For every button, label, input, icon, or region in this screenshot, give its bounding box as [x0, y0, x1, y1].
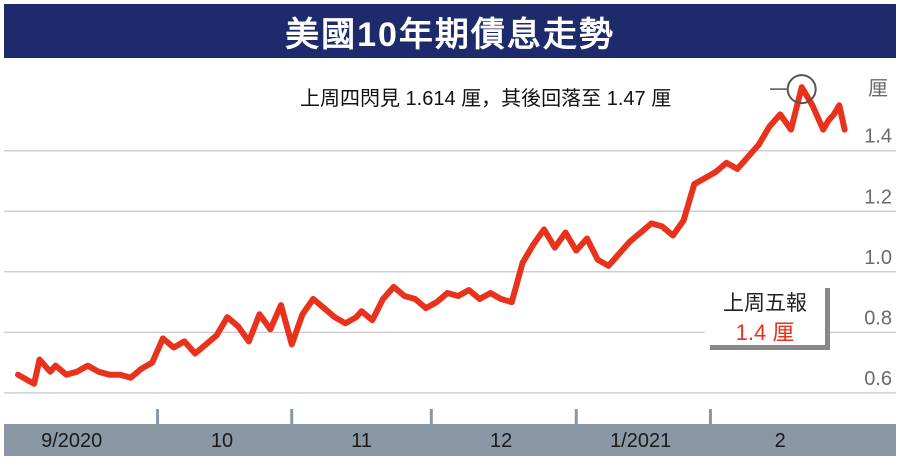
y-tick-label: 0.6	[864, 368, 892, 390]
peak-marker-circle	[786, 74, 817, 105]
callout-label: 上周五報	[723, 292, 807, 315]
series	[15, 84, 848, 387]
x-month-label: 2	[775, 430, 786, 452]
x-month-label: 12	[490, 430, 512, 452]
grid-lines	[4, 149, 896, 394]
y-tick-label: 1.2	[864, 186, 892, 208]
x-month-label: 9/2020	[41, 430, 102, 452]
series-line	[15, 84, 848, 387]
y-tick-label: 1.4	[864, 126, 892, 148]
peak-annotation: 上周四閃見 1.614 厘，其後回落至 1.47 厘	[300, 88, 672, 110]
latest-value-callout: 上周五報 1.4 厘	[705, 283, 825, 345]
x-month-label: 1/2021	[610, 430, 671, 452]
chart-title: 美國10年期債息走勢	[285, 15, 615, 54]
x-axis-bar	[4, 424, 896, 456]
y-tick-label: 0.8	[864, 307, 892, 329]
unit-label: 厘	[868, 78, 888, 100]
y-axis-ticks: 0.6 0.8 1.0 1.2 1.4	[864, 126, 892, 390]
x-month-label: 10	[211, 430, 233, 452]
x-axis: 9/2020 10 11 12 1/2021 2	[4, 409, 896, 456]
callout-value: 1.4 厘	[735, 320, 795, 345]
annotations	[770, 74, 817, 105]
x-month-label: 11	[351, 430, 372, 452]
y-tick-label: 1.0	[864, 247, 892, 269]
title-bar: 美國10年期債息走勢	[4, 4, 896, 58]
